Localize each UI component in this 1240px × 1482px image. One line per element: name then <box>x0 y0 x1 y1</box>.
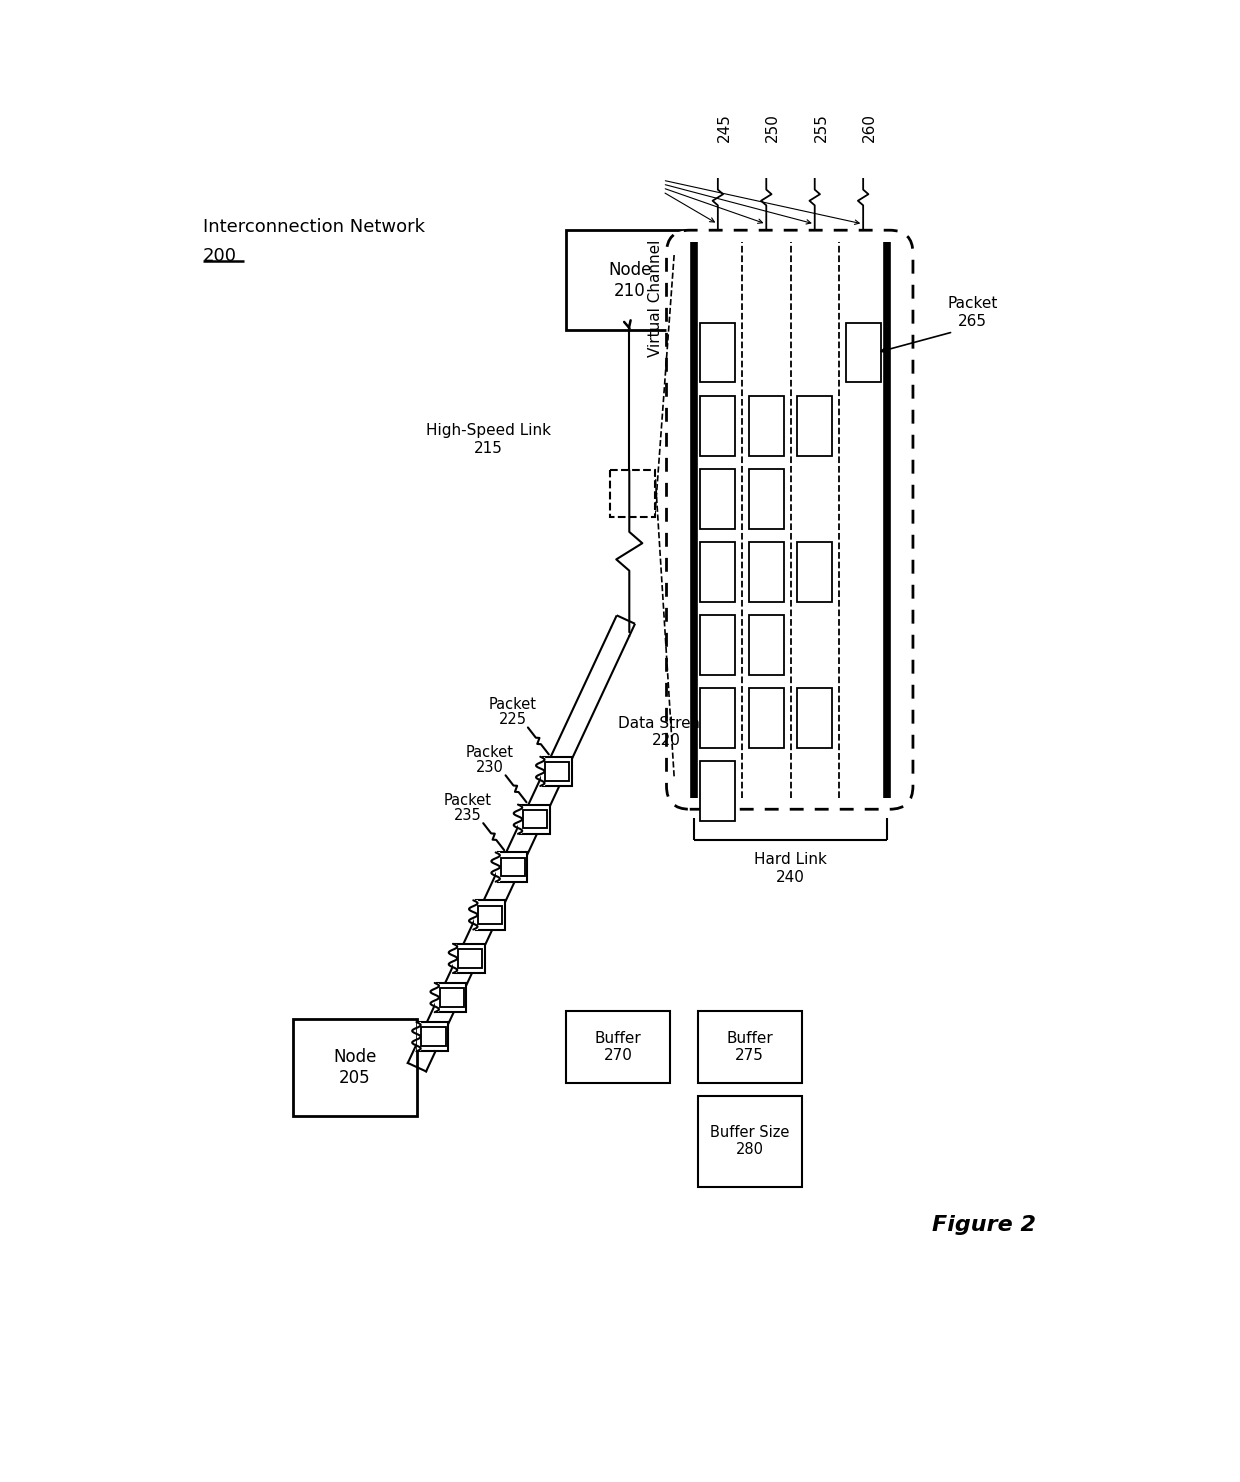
Text: 225: 225 <box>498 713 527 728</box>
Bar <box>501 858 525 876</box>
Bar <box>846 323 880 382</box>
Text: 245: 245 <box>717 113 732 142</box>
Bar <box>749 688 784 748</box>
Bar <box>701 468 735 529</box>
Text: 230: 230 <box>476 760 503 775</box>
Text: Hard Link
240: Hard Link 240 <box>754 852 827 885</box>
Bar <box>797 542 832 602</box>
Text: Buffer
270: Buffer 270 <box>595 1030 641 1063</box>
Bar <box>565 230 693 330</box>
Bar <box>701 542 735 602</box>
Bar <box>476 900 505 929</box>
Text: Buffer Size
280: Buffer Size 280 <box>711 1125 790 1157</box>
Text: Data Stream
220: Data Stream 220 <box>618 716 715 748</box>
Bar <box>543 757 572 785</box>
Text: Buffer
275: Buffer 275 <box>727 1030 774 1063</box>
Text: 200: 200 <box>203 247 237 265</box>
Text: Virtual Channel: Virtual Channel <box>647 240 662 357</box>
Text: Figure 2: Figure 2 <box>932 1215 1037 1235</box>
Bar <box>546 762 569 781</box>
Bar <box>701 688 735 748</box>
Bar <box>436 983 466 1012</box>
Bar <box>701 396 735 455</box>
Bar <box>455 944 485 974</box>
Text: Packet
265: Packet 265 <box>947 296 998 329</box>
Bar <box>422 1027 445 1046</box>
Text: 235: 235 <box>454 808 481 823</box>
Bar <box>701 762 735 821</box>
Bar <box>498 852 527 882</box>
Bar <box>458 948 482 968</box>
Bar <box>749 615 784 674</box>
Text: High-Speed Link
215: High-Speed Link 215 <box>425 424 551 456</box>
Bar <box>797 396 832 455</box>
Text: Node
210: Node 210 <box>608 261 651 299</box>
Bar <box>749 542 784 602</box>
Bar <box>565 1011 671 1082</box>
Bar <box>440 988 464 1006</box>
Bar <box>479 906 502 925</box>
Text: Interconnection Network: Interconnection Network <box>203 218 425 236</box>
Text: Packet: Packet <box>489 697 537 711</box>
Bar <box>293 1018 417 1116</box>
Text: 250: 250 <box>765 113 780 142</box>
FancyBboxPatch shape <box>667 230 913 809</box>
Bar <box>523 811 547 828</box>
Bar <box>698 1095 802 1187</box>
Bar <box>701 323 735 382</box>
Text: 255: 255 <box>813 113 828 142</box>
Bar <box>749 468 784 529</box>
Text: Packet: Packet <box>444 793 492 808</box>
Bar <box>610 470 655 517</box>
Bar <box>521 805 549 834</box>
Text: 260: 260 <box>862 113 877 142</box>
Bar <box>797 688 832 748</box>
Text: Node
205: Node 205 <box>334 1048 377 1086</box>
Bar <box>698 1011 802 1082</box>
Bar <box>749 396 784 455</box>
Bar <box>419 1023 448 1051</box>
Bar <box>701 615 735 674</box>
Text: Packet: Packet <box>466 745 515 760</box>
